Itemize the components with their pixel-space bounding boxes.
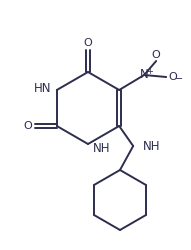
Text: O: O: [169, 72, 178, 82]
Text: O: O: [152, 50, 161, 60]
Text: O: O: [84, 38, 92, 48]
Text: +: +: [146, 66, 153, 76]
Text: −: −: [175, 74, 183, 84]
Text: NH: NH: [143, 140, 161, 152]
Text: HN: HN: [34, 82, 52, 94]
Text: NH: NH: [93, 142, 111, 154]
Text: N: N: [140, 68, 149, 82]
Text: O: O: [23, 121, 32, 131]
